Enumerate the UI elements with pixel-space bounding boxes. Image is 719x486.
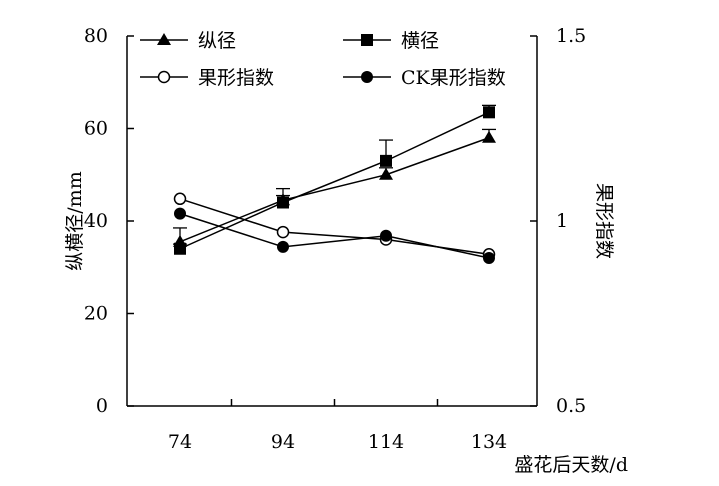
- y2-axis-title: 果形指数: [593, 183, 615, 259]
- plot-area: [126, 36, 538, 407]
- legend-marker: [157, 33, 171, 45]
- x-tick-label: 134: [471, 431, 507, 453]
- legend-item: 果形指数: [140, 67, 274, 89]
- series-3: [173, 192, 496, 261]
- legend-label: 果形指数: [198, 67, 274, 89]
- legend-marker: [361, 71, 373, 83]
- series-layer: [173, 104, 496, 264]
- series-line: [179, 111, 490, 250]
- legend-marker: [361, 34, 373, 46]
- series-line: [179, 198, 490, 256]
- data-point: [173, 192, 187, 206]
- y-tick-label: 40: [84, 210, 108, 232]
- legend-item: CK果形指数: [343, 67, 506, 89]
- series-line: [179, 137, 490, 243]
- data-point: [277, 196, 289, 209]
- data-point: [483, 252, 495, 264]
- data-point: [380, 229, 392, 242]
- y-tick-label: 60: [84, 118, 108, 140]
- y2-tick-label: 0.5: [556, 395, 586, 417]
- legend-marker: [157, 70, 171, 84]
- y-tick-label: 20: [84, 303, 108, 325]
- y2-tick-label: 1: [556, 210, 568, 232]
- data-point: [174, 207, 186, 220]
- legend-label: CK果形指数: [401, 67, 506, 89]
- x-axis-title: 盛花后天数/d: [514, 454, 628, 476]
- data-point: [482, 130, 496, 143]
- y2-ticks: 0.5 1 1.5: [530, 25, 586, 417]
- x-tick-label: 74: [168, 431, 192, 453]
- series-2: [173, 104, 496, 255]
- data-point: [276, 225, 290, 239]
- data-point: [379, 167, 393, 180]
- data-point: [483, 106, 495, 119]
- series-1: [173, 128, 496, 247]
- data-point: [380, 154, 392, 167]
- legend-item: 纵径: [140, 30, 236, 52]
- legend-item: 横径: [343, 30, 439, 52]
- y-axis-title: 纵横径/mm: [64, 171, 86, 270]
- x-tick-label: 114: [368, 431, 404, 453]
- legend-label: 纵径: [198, 30, 236, 52]
- series-line: [179, 212, 490, 259]
- series-4: [174, 207, 495, 264]
- data-point: [277, 240, 289, 253]
- y-tick-label: 0: [96, 395, 108, 417]
- y-tick-label: 80: [84, 25, 108, 47]
- legend-label: 横径: [401, 30, 439, 52]
- x-ticks: 74 94 114 134: [168, 399, 507, 453]
- y2-tick-label: 1.5: [556, 25, 586, 47]
- x-tick-label: 94: [271, 431, 295, 453]
- data-point: [174, 242, 186, 255]
- y-ticks: 0 20 40 60 80: [84, 25, 134, 417]
